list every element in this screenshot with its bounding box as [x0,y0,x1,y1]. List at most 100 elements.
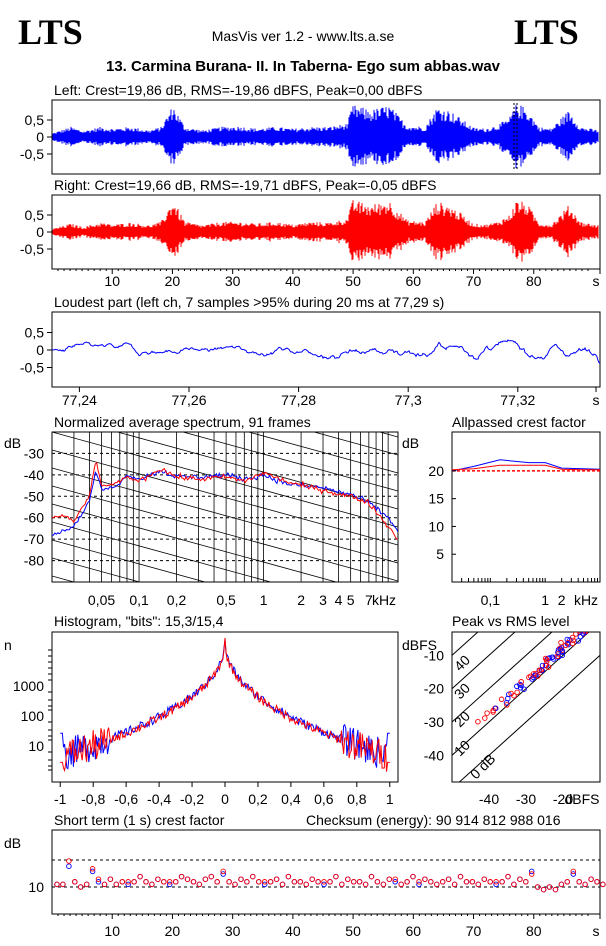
peak-rms-point [514,689,520,696]
crest-point-blue [220,871,226,877]
x-tick-label: -40 [479,791,499,807]
x-tick-label: kHz [372,592,396,608]
crest-point-blue [392,879,398,885]
x-tick-label: 60 [406,273,422,289]
crest-point-red [380,881,387,888]
peak-rms-point [587,624,592,629]
x-tick-label: -20 [553,791,573,807]
crest-point-red [250,873,256,880]
peak-rms-point [586,621,591,626]
peak-rms-point [535,673,541,679]
x-tick-label: 20 [165,273,181,289]
x-tick-label: 5 [347,592,355,608]
x-tick-label: 0,2 [248,791,268,807]
histogram-title: Histogram, "bits": 15,3/15,4 [54,613,224,629]
crest-point-red [131,879,137,885]
peak-rms-point [482,715,488,721]
crest-point-red [149,881,155,888]
y-tick-label: -80 [24,553,44,569]
crest-point-red [113,881,120,888]
crest-point-red [534,884,541,890]
y-tick-label: 100 [21,708,45,724]
y-tick-label: -30 [424,714,444,730]
right-wave-title: Right: Crest=19,66 dB, RMS=-19,71 dBFS, … [54,177,437,193]
peak-rms-point [584,625,589,630]
crest-point-red [72,879,78,885]
crest-point-red [83,881,90,888]
y-tick-label: -10 [424,647,444,663]
crest-point-red [66,858,72,864]
x-tick-label: 20 [165,923,181,939]
x-tick-label: 70 [466,273,482,289]
crest-point-red [404,879,410,885]
spectrum-diagonal [52,575,76,582]
peak-rms-point [584,625,589,630]
logo-left: LTS [18,12,83,52]
crest-point-red [303,881,309,888]
crest-point-red [137,873,143,880]
allpass-series-blue [451,459,601,472]
left-wave-title: Left: Crest=19,86 dB, RMS=-19,86 dBFS, P… [54,82,423,98]
peak-rms-point [521,686,527,692]
crest-point-red [576,879,582,885]
peak-rms-point [498,696,505,703]
crest-point-red [208,873,215,880]
x-tick-label: s [593,392,600,408]
crest-point-red [226,879,232,885]
crest-point-red [546,884,553,890]
allpass-crest-plot: dB 20 15 10 5 0,1 1 2 kHz [402,431,601,608]
spectrum-diagonal [52,449,398,546]
peak-rms-point [529,676,535,682]
x-tick-label: 70 [466,923,482,939]
spectrum-diagonal [181,432,398,492]
peak-rms-point [558,639,564,646]
x-tick-label: 77,32 [500,392,535,408]
spectrum-series-blue [52,469,398,536]
crest-point-blue [89,868,96,875]
crest-point-red [261,879,268,885]
crest-point-red [600,881,606,888]
crest-diagonal [458,654,600,782]
y-tick-label: -0,5 [20,241,44,257]
crest-point-blue [166,881,173,888]
diagonal-label: 40 [451,652,473,674]
x-tick-label: 2 [297,592,305,608]
x-tick-label: 80 [526,923,542,939]
crest-point-red [570,868,577,875]
short-crest-frame [51,829,601,915]
allpass-series-red [451,464,600,471]
y-tick-label: 20 [428,463,444,479]
y-axis-label: dB [4,435,21,451]
crest-point-red [190,879,197,885]
crest-point-red [125,879,131,885]
crest-point-red [155,876,161,882]
spectrum-diagonal [52,521,273,582]
crest-point-blue [321,881,327,888]
x-tick-label: 30 [225,923,241,939]
crest-point-red [588,876,594,882]
crest-point-red [161,879,167,885]
checksum-text: Checksum (energy): 90 914 812 988 016 [306,812,561,828]
y-tick-label: -40 [24,467,44,483]
crest-point-red [321,879,327,885]
crest-point-red [511,881,517,888]
x-tick-label: 1 [260,592,268,608]
crest-point-red [95,876,102,882]
left-waveform-plot: 0,50-0,5 [20,99,601,175]
x-tick-label: 1 [541,592,549,608]
crest-point-red [279,881,286,888]
x-tick-label: kHz [574,592,598,608]
y-tick-label: 10 [428,518,444,534]
peak-rms-point [588,620,593,625]
crest-point-red [528,871,535,877]
spectrum-diagonal [52,467,398,564]
crest-point-red [416,879,422,885]
histogram-plot: n 1000 100 10 -1 -0,8 -0,6 -0,4 -0,2 0 0,2 0,4 0,6 0… [4,631,399,807]
x-tick-label: 4 [335,592,343,608]
peak-rms-point [550,656,557,662]
spectrum-diagonal [52,539,207,582]
crest-point-red [558,881,565,888]
x-tick-label: -0,6 [114,791,138,807]
loudest-part-plot: 0,50 -0,5 77,24 77,26 77,28 77,3 77,32 s [20,311,601,408]
spectrum-plot: dB-30-40-50-60-70-80 0,05 0,1 0,2 0,5 1 2 3 4 5 7… [4,431,399,608]
